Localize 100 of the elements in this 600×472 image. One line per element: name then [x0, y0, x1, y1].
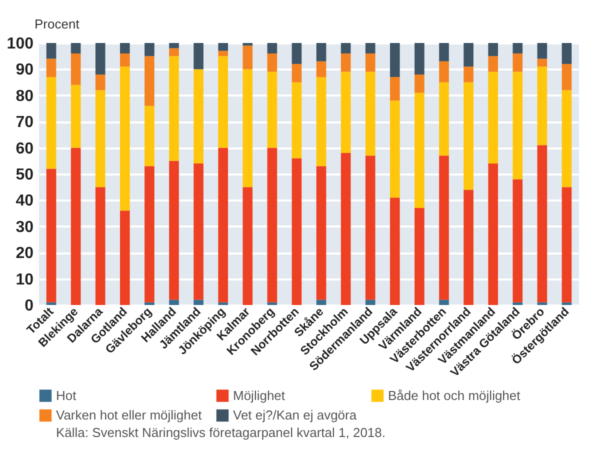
- bar: [365, 156, 376, 300]
- bar: [218, 148, 228, 302]
- bar: [390, 43, 400, 78]
- bar: [194, 69, 204, 164]
- bar: [439, 61, 449, 82]
- bar: [340, 72, 351, 154]
- legend-label: Vet ej?/Kan ej avgöra: [233, 408, 358, 422]
- bar: [464, 66, 474, 82]
- bar: [365, 300, 376, 305]
- bar: [292, 158, 302, 305]
- y-tick-label: 70: [16, 114, 34, 132]
- bar: [537, 145, 548, 302]
- bar: [144, 106, 154, 166]
- y-tick-label: 40: [16, 192, 34, 210]
- bar: [46, 302, 56, 305]
- bar: [267, 302, 278, 305]
- legend-label: Både hot och möjlighet: [388, 388, 521, 403]
- bar: [267, 53, 278, 72]
- bar: [46, 168, 56, 302]
- bar: [365, 72, 376, 156]
- bar: [144, 302, 154, 305]
- bar: [95, 90, 106, 188]
- legend-label: Varken hot eller möjlighet: [56, 408, 202, 422]
- bar: [316, 166, 326, 300]
- bar: [120, 66, 130, 211]
- bar: [390, 77, 400, 101]
- y-tick-label: 50: [16, 166, 34, 184]
- bar: [464, 190, 474, 305]
- y-tick-label: 10: [16, 271, 34, 288]
- bar: [194, 300, 204, 305]
- bar: [194, 43, 204, 70]
- bar: [218, 302, 228, 305]
- bar: [537, 43, 548, 59]
- bar: [439, 43, 449, 62]
- bar: [512, 53, 523, 72]
- y-tick-label: 60: [16, 140, 34, 158]
- bar: [70, 43, 81, 54]
- bar: [464, 43, 474, 67]
- bar: [488, 56, 498, 72]
- bar: [120, 210, 130, 305]
- bar: [144, 56, 154, 106]
- y-tick-label: 90: [16, 62, 34, 79]
- y-tick-label: 20: [16, 245, 34, 262]
- bar: [267, 43, 278, 54]
- bar: [439, 82, 449, 156]
- bar: [414, 208, 424, 305]
- bar: [562, 43, 572, 64]
- bar: [414, 43, 424, 74]
- bar: [218, 43, 228, 51]
- bar: [120, 43, 130, 54]
- bar: [562, 90, 572, 188]
- y-tick-label: 80: [16, 88, 34, 105]
- bar: [340, 53, 351, 72]
- bar: [70, 84, 81, 148]
- bar: [267, 72, 278, 148]
- bar: [414, 74, 424, 93]
- bar: [512, 43, 523, 54]
- bar: [70, 53, 81, 85]
- bar: [439, 156, 449, 300]
- bar: [316, 77, 326, 166]
- bar: [316, 61, 326, 78]
- bar: [537, 66, 548, 146]
- bar: [46, 58, 56, 78]
- bar: [316, 43, 326, 62]
- bar: [46, 43, 56, 59]
- bar: [95, 43, 106, 74]
- bar: [512, 72, 523, 180]
- bar: [120, 53, 130, 67]
- bar: [242, 187, 253, 305]
- bar: [292, 43, 302, 64]
- bar: [464, 82, 474, 190]
- bar: [512, 179, 523, 302]
- bar: [488, 164, 498, 305]
- bar: [242, 46, 253, 70]
- bar: [316, 300, 326, 305]
- bar: [144, 166, 154, 302]
- bar: [390, 198, 400, 305]
- bar: [488, 43, 498, 56]
- bar: [194, 164, 204, 300]
- bar: [340, 43, 351, 54]
- bar: [562, 64, 572, 90]
- bar: [340, 153, 351, 305]
- bar: [169, 43, 179, 48]
- bar: [365, 53, 376, 72]
- bar: [439, 300, 449, 305]
- bar: [218, 56, 228, 148]
- y-axis-title: Procent: [34, 16, 80, 32]
- bar: [95, 187, 106, 305]
- bar: [562, 302, 572, 305]
- bar: [267, 148, 278, 302]
- bar: [242, 43, 253, 46]
- legend-label: Hot: [56, 388, 77, 403]
- bar: [144, 43, 154, 56]
- legend-label: Möjlighet: [233, 388, 286, 403]
- bar: [70, 148, 81, 305]
- bar: [390, 100, 400, 198]
- y-tick-label: 30: [16, 218, 34, 236]
- bar: [537, 302, 548, 305]
- bar: [242, 69, 253, 188]
- bar: [169, 56, 179, 161]
